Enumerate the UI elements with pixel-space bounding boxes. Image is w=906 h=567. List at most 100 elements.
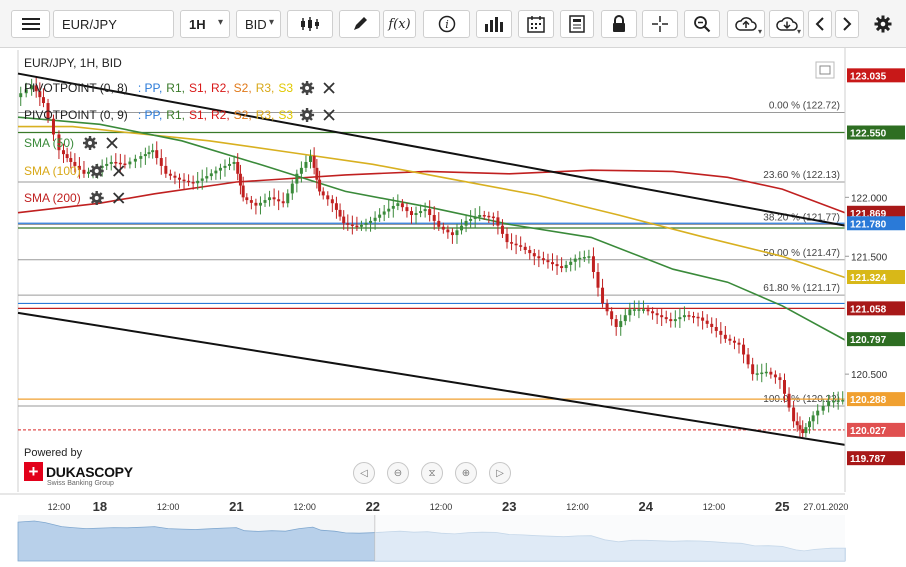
- calendar-button[interactable]: [518, 10, 554, 38]
- candle-body: [560, 266, 564, 269]
- candle-body: [632, 309, 636, 311]
- zoom-button[interactable]: [684, 10, 720, 38]
- candle-body: [519, 245, 523, 247]
- function-button[interactable]: f(x): [383, 10, 416, 38]
- legend-pivot-label: : PP,: [138, 81, 162, 95]
- lock-button[interactable]: [601, 10, 637, 38]
- close-icon[interactable]: [113, 192, 125, 204]
- candle-body: [500, 225, 504, 234]
- scroll-back-button[interactable]: ◁: [353, 462, 375, 484]
- x-tick-label: 12:00: [293, 502, 316, 512]
- candle-body: [338, 209, 342, 217]
- price-label-box: [847, 451, 905, 466]
- menu-button[interactable]: [11, 10, 50, 38]
- volume-button[interactable]: [476, 10, 512, 38]
- candle-body: [664, 317, 668, 320]
- reset-view-button[interactable]: ⧖: [421, 462, 443, 484]
- candle-body: [673, 319, 677, 322]
- candle-body: [38, 91, 42, 98]
- candle-body: [523, 246, 527, 250]
- volume-icon: [484, 16, 504, 32]
- gear-icon[interactable]: [89, 191, 104, 205]
- candle-body: [51, 118, 55, 135]
- candle-body: [236, 161, 240, 174]
- price-side-label: BID: [245, 16, 267, 32]
- candle-body: [304, 161, 308, 168]
- trend-line[interactable]: [17, 311, 846, 446]
- draw-button[interactable]: [339, 10, 380, 38]
- chevron-right-icon: [842, 17, 852, 31]
- candle-body: [355, 225, 359, 228]
- scroll-forward-button[interactable]: ▷: [489, 462, 511, 484]
- close-icon[interactable]: [323, 109, 335, 121]
- candle-body: [432, 215, 436, 221]
- price-label-box: [847, 332, 905, 347]
- info-icon: i: [438, 15, 456, 33]
- close-icon[interactable]: [106, 137, 118, 149]
- candle-body: [719, 330, 723, 335]
- candle-body: [34, 85, 38, 92]
- fib-level-label: 61.80 % (121.17): [763, 283, 840, 294]
- gear-icon[interactable]: [83, 136, 98, 150]
- candle-body: [299, 167, 303, 174]
- crosshair-icon: [651, 15, 669, 33]
- gear-icon[interactable]: [89, 164, 104, 178]
- close-icon[interactable]: [323, 82, 335, 94]
- legend-pivot-label: R1,: [166, 108, 185, 122]
- candle-body: [487, 215, 491, 218]
- price-chart[interactable]: 0.00 % (122.72)23.60 % (122.13)38.20 % (…: [0, 48, 906, 567]
- candle-body: [128, 161, 132, 165]
- close-icon[interactable]: [113, 165, 125, 177]
- crosshair-button[interactable]: [642, 10, 678, 38]
- trend-line[interactable]: [17, 72, 846, 227]
- x-day-label: 21: [229, 499, 243, 514]
- zoom-out-button[interactable]: ⊖: [387, 462, 409, 484]
- candle-body: [330, 199, 334, 204]
- candle-body: [769, 371, 773, 375]
- popout-icon[interactable]: [815, 61, 835, 79]
- candle-body: [423, 209, 427, 212]
- candle-body: [787, 393, 791, 408]
- candle-body: [164, 165, 168, 174]
- triangle-left-icon: ◁: [360, 467, 368, 479]
- candle-body: [173, 175, 177, 178]
- legend-pivot-label: : PP,: [138, 108, 162, 122]
- instrument-selector[interactable]: EUR/JPY: [53, 10, 174, 38]
- legend-pivot-label: S1,: [189, 81, 207, 95]
- candle-body: [214, 170, 218, 174]
- download-button[interactable]: ▾: [769, 10, 804, 38]
- upload-button[interactable]: ▾: [727, 10, 765, 38]
- close-stroke: [323, 82, 335, 94]
- candle-body: [143, 154, 147, 157]
- svg-text:i: i: [445, 18, 449, 31]
- candle-body: [245, 197, 249, 201]
- candle-body: [464, 220, 468, 226]
- candle-body: [714, 326, 718, 331]
- info-button[interactable]: i: [423, 10, 470, 38]
- gear-icon[interactable]: [300, 108, 315, 122]
- candle-body: [773, 374, 777, 378]
- price-label: 122.550: [850, 129, 887, 140]
- chart-type-button[interactable]: [287, 10, 333, 38]
- scroll-right-button[interactable]: [835, 10, 859, 38]
- scroll-left-button[interactable]: [808, 10, 832, 38]
- toolbar: EUR/JPY 1H ▾ BID ▾ f(x) i ▾ ▾: [0, 0, 906, 48]
- zoom-in-button[interactable]: ⊕: [455, 462, 477, 484]
- candlestick-icon: [300, 16, 320, 32]
- triangle-right-icon: ▷: [496, 467, 504, 479]
- navigator-window[interactable]: [375, 515, 845, 561]
- price-side-selector[interactable]: BID ▾: [236, 10, 281, 38]
- candle-body: [710, 323, 714, 327]
- candle-body: [792, 407, 796, 422]
- candle-body: [334, 203, 338, 210]
- report-button[interactable]: [560, 10, 594, 38]
- settings-button[interactable]: [866, 10, 900, 38]
- candle-body: [795, 421, 799, 426]
- price-label: 123.035: [850, 71, 887, 82]
- candle-body: [564, 264, 568, 269]
- candle-body: [732, 340, 736, 343]
- x-tick-label: 12:00: [703, 502, 726, 512]
- candle-body: [249, 200, 253, 203]
- timeframe-selector[interactable]: 1H ▾: [180, 10, 230, 38]
- gear-icon[interactable]: [300, 81, 315, 95]
